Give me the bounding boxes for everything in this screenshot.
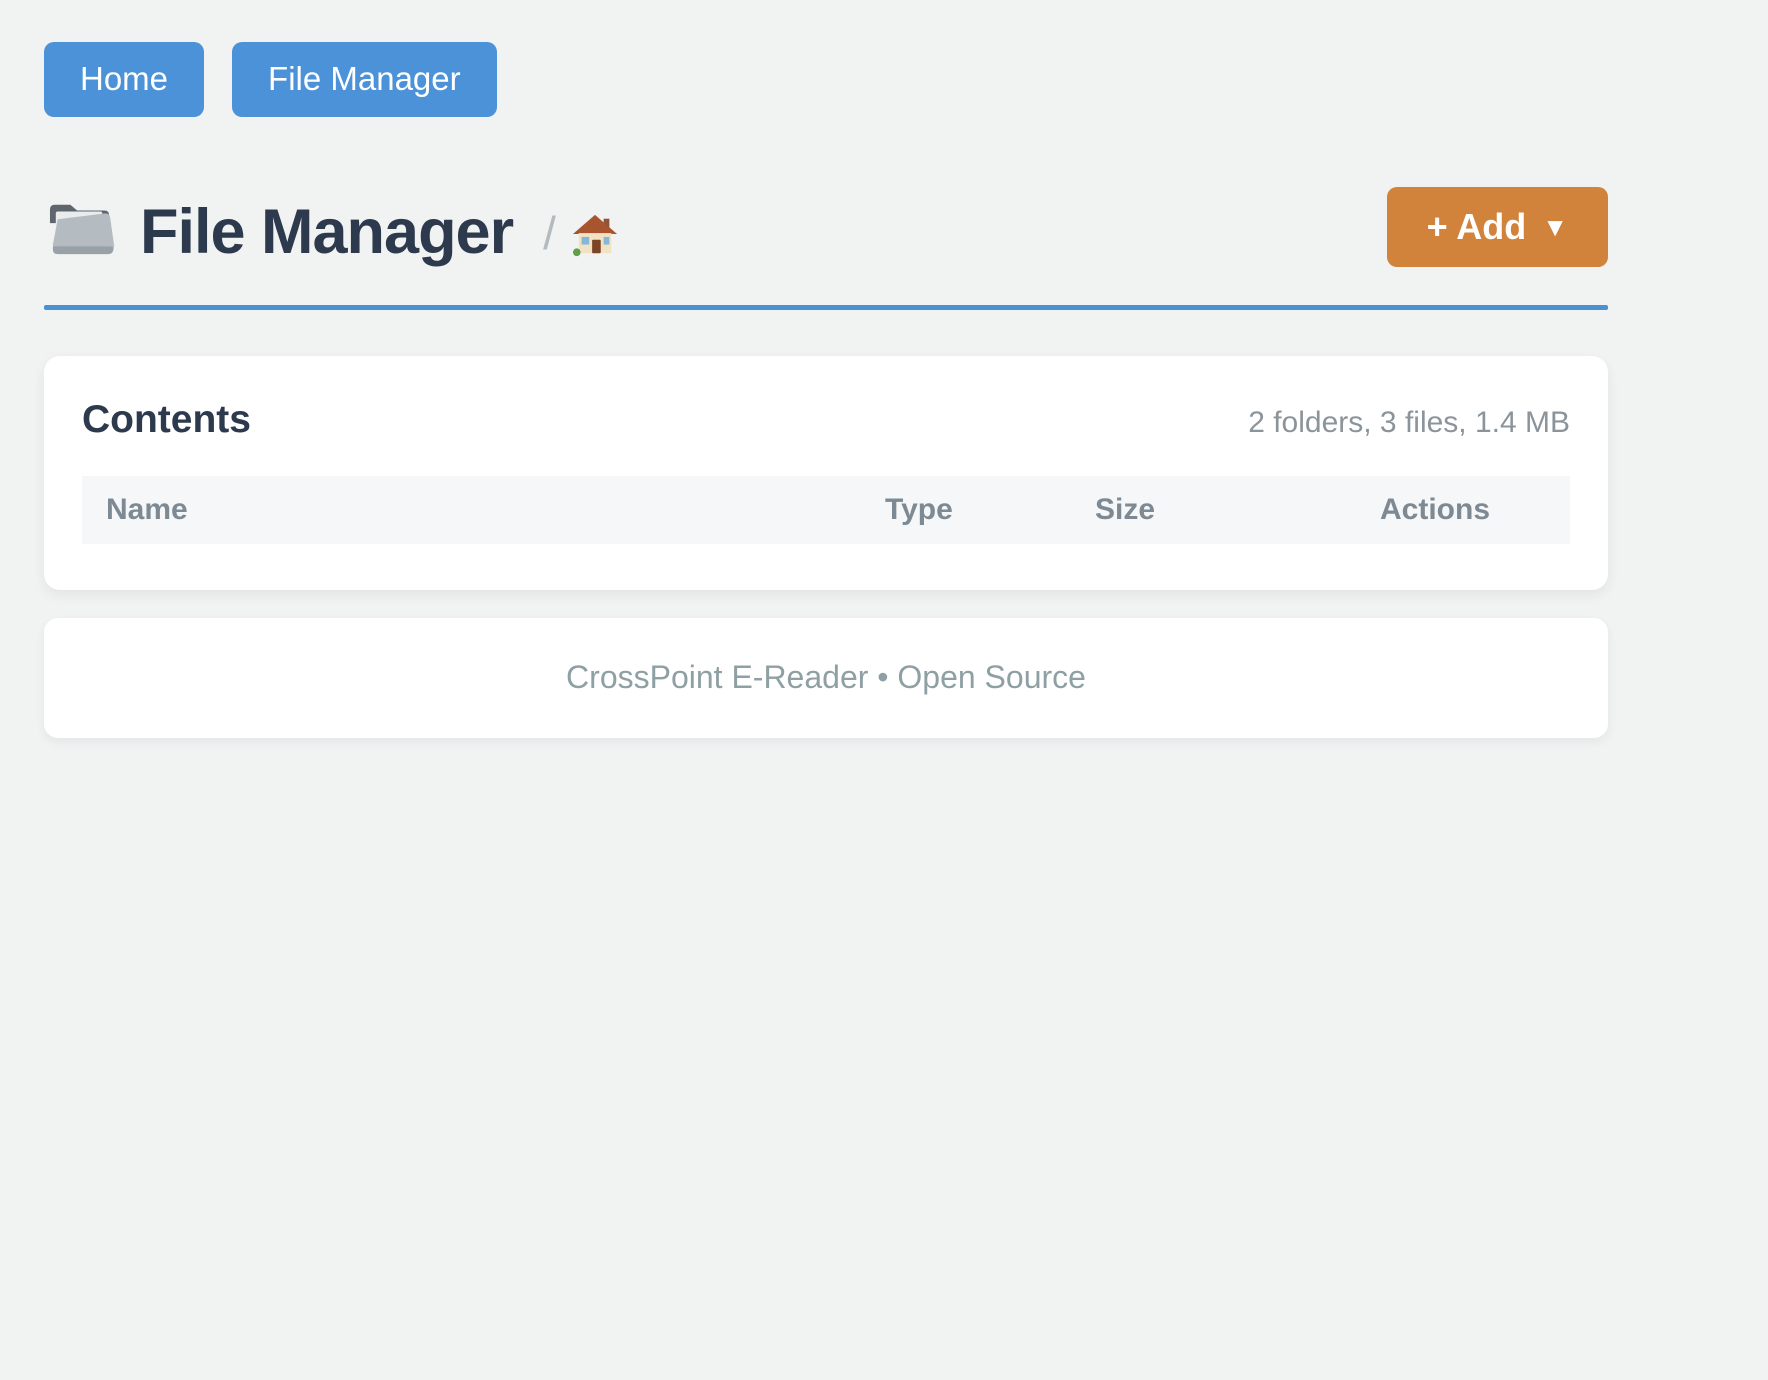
- contents-card: Contents 2 folders, 3 files, 1.4 MB Name…: [44, 355, 1608, 590]
- chevron-down-icon: ▼: [1542, 211, 1568, 242]
- nav-button-home[interactable]: Home: [44, 42, 205, 117]
- add-button-label: + Add: [1426, 205, 1527, 247]
- column-header-size: Size: [1095, 492, 1156, 526]
- column-header-type: Type: [885, 492, 953, 526]
- footer-text: CrossPoint E-Reader • Open Source: [566, 659, 1086, 696]
- house-icon[interactable]: [572, 212, 618, 258]
- page-header: File Manager / + Add ▼: [44, 186, 1608, 273]
- breadcrumb: File Manager /: [44, 196, 618, 264]
- column-header-name: Name: [106, 492, 188, 526]
- column-header-actions: Actions: [1380, 492, 1491, 526]
- footer-card: CrossPoint E-Reader • Open Source: [44, 617, 1608, 738]
- add-button[interactable]: + Add ▼: [1386, 186, 1608, 267]
- title-divider: [44, 304, 1608, 310]
- contents-summary: 2 folders, 3 files, 1.4 MB: [1248, 405, 1570, 439]
- page-container: Home File Manager File Manager / + Add ▼…: [44, 0, 1608, 738]
- open-folder-icon: [44, 196, 118, 260]
- table-header: Name Type Size Actions: [82, 475, 1570, 544]
- page-title: File Manager: [140, 196, 514, 267]
- nav-button-file-manager[interactable]: File Manager: [232, 42, 497, 117]
- breadcrumb-separator: /: [543, 206, 556, 259]
- contents-heading: Contents: [82, 397, 251, 441]
- file-table: Name Type Size Actions: [82, 475, 1570, 544]
- top-nav: Home File Manager: [44, 0, 1608, 117]
